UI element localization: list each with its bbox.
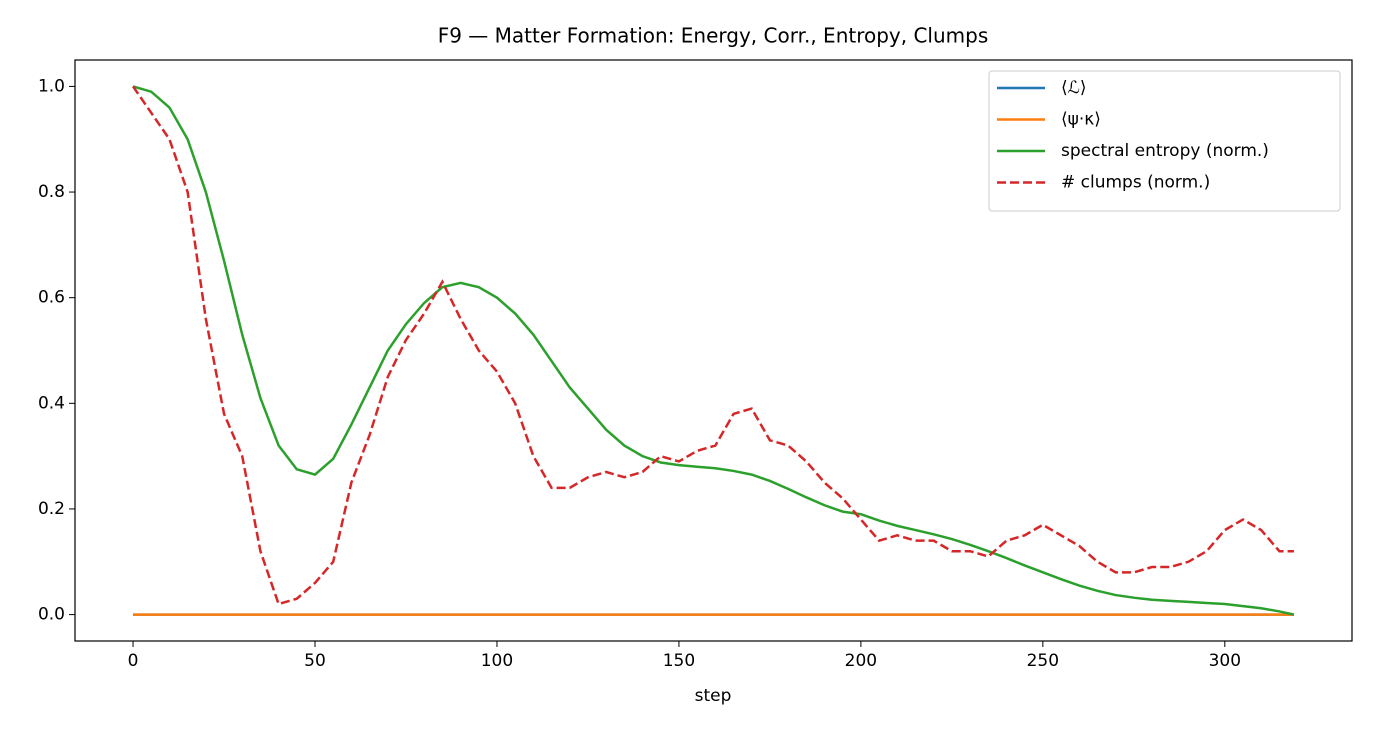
chart-title: F9 — Matter Formation: Energy, Corr., En… <box>438 24 989 48</box>
legend-label: spectral entropy (norm.) <box>1061 141 1269 161</box>
y-tick-label: 0.6 <box>38 288 65 308</box>
series-line <box>132 85 1294 606</box>
legend-box <box>988 70 1341 212</box>
legend-label: # clumps (norm.) <box>1061 173 1210 193</box>
x-tick-label: 250 <box>1027 651 1059 671</box>
y-tick-label: 0.0 <box>38 605 65 625</box>
legend-label: ⟨ψ·κ⟩ <box>1061 110 1101 130</box>
series-line <box>132 85 1295 616</box>
y-tick-label: 1.0 <box>38 76 65 96</box>
x-axis-label: step <box>695 686 732 706</box>
x-tick-label: 200 <box>845 651 877 671</box>
x-tick-label: 50 <box>304 651 326 671</box>
y-tick-label: 0.2 <box>38 499 65 519</box>
y-tick-label: 0.4 <box>38 393 65 413</box>
x-tick-label: 150 <box>663 651 695 671</box>
x-tick-label: 0 <box>128 651 139 671</box>
legend-label: ⟨ℒ⟩ <box>1061 78 1087 98</box>
x-tick-label: 300 <box>1209 651 1241 671</box>
y-tick-label: 0.8 <box>38 182 65 202</box>
x-tick-label: 100 <box>481 651 513 671</box>
plot-frame <box>74 59 1353 642</box>
